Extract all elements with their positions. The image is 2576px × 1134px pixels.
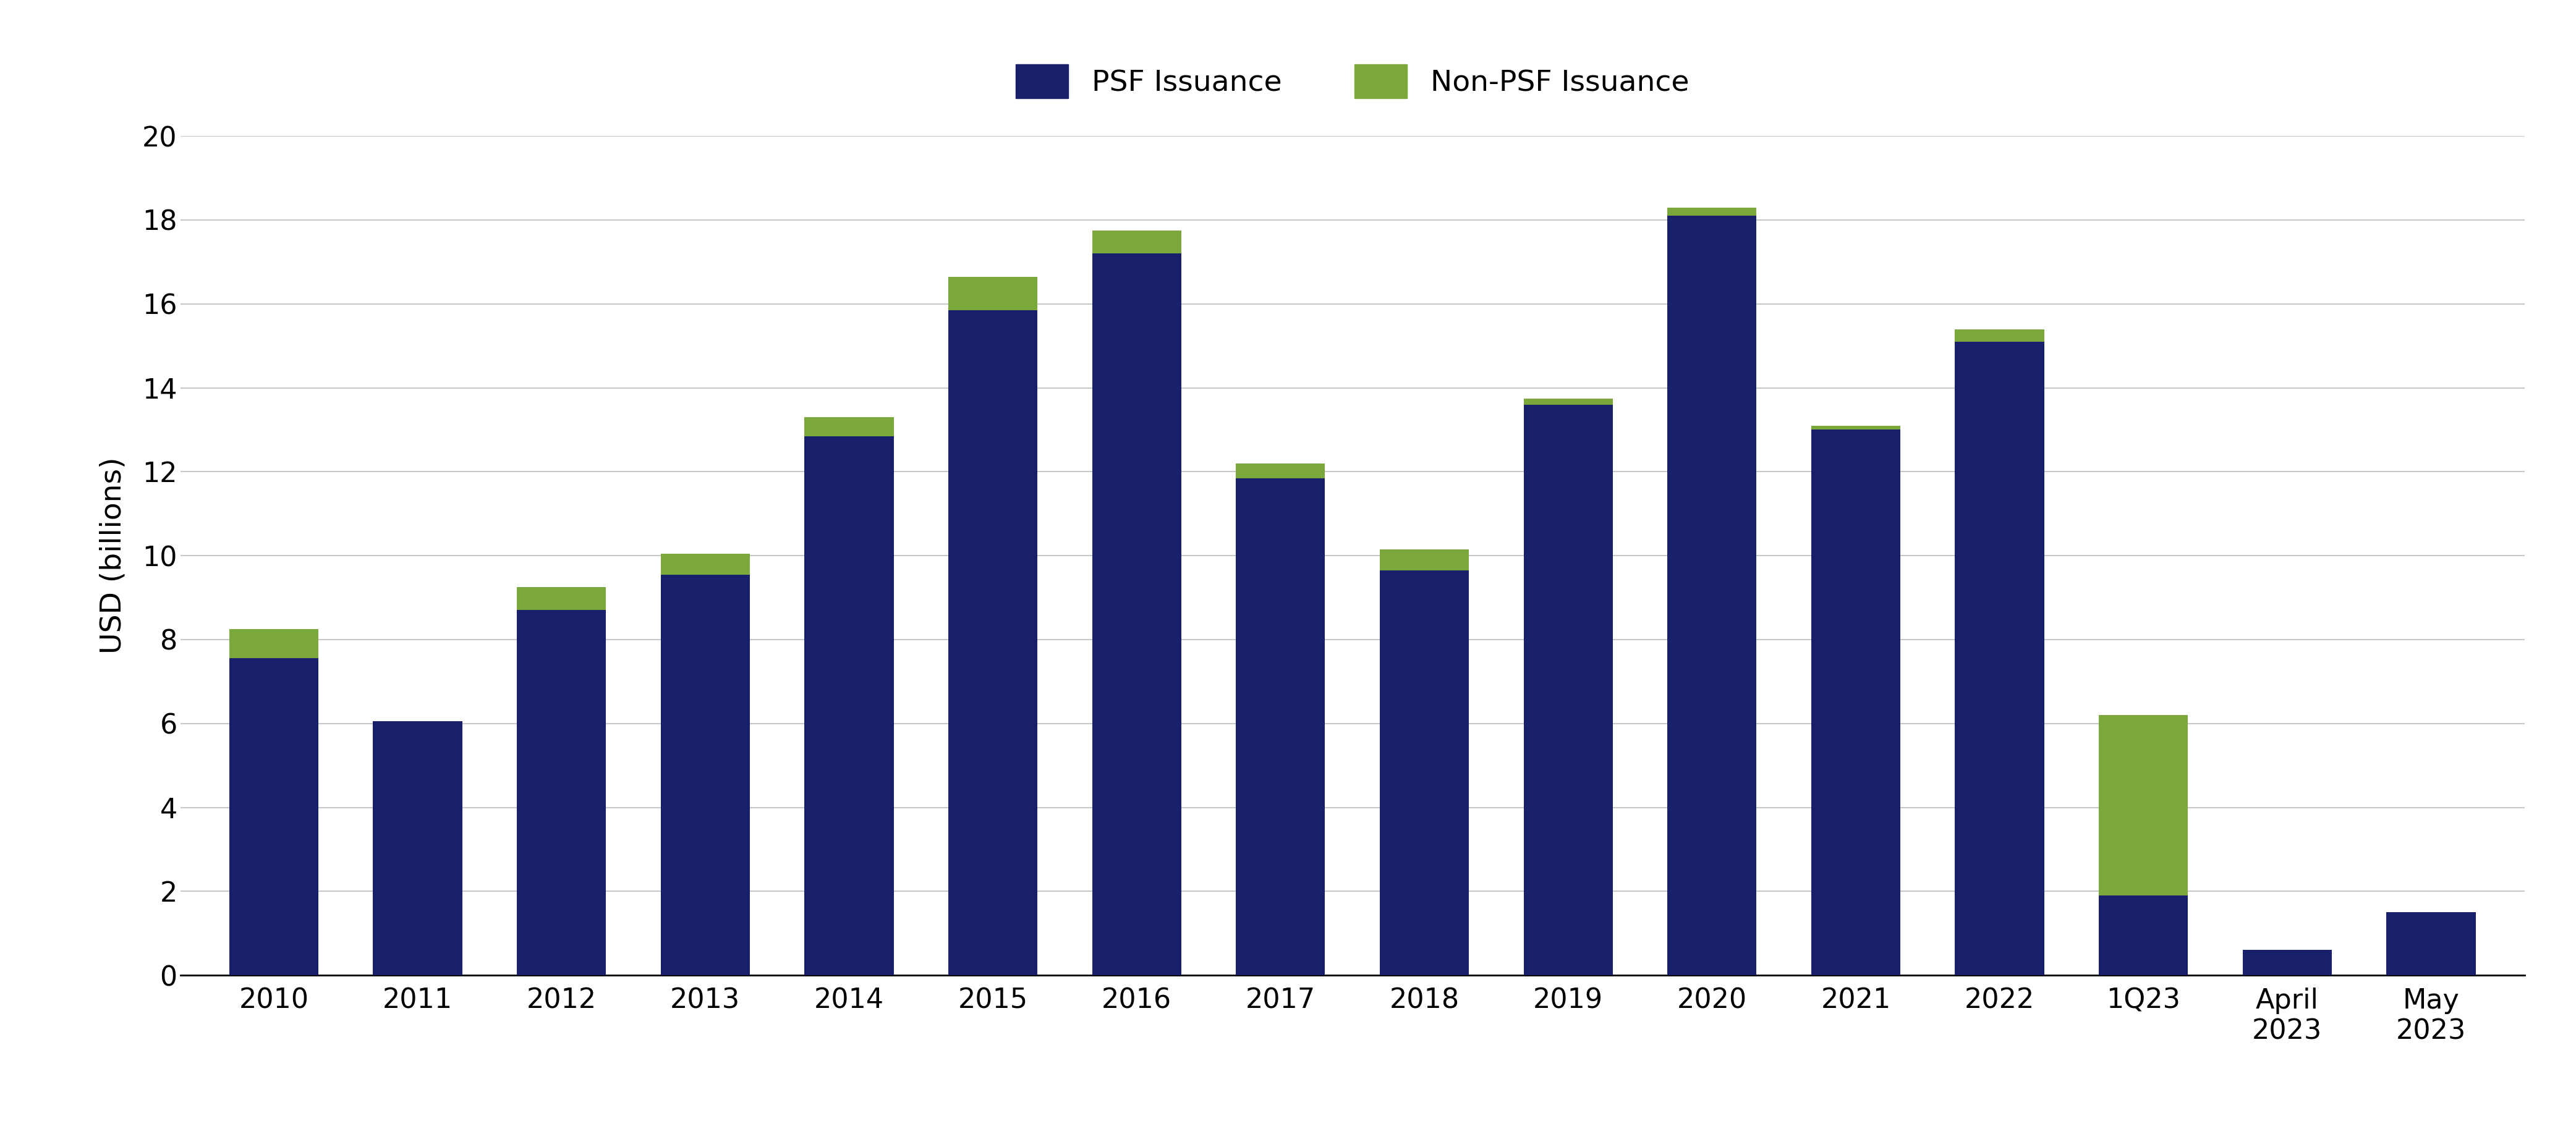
Legend: PSF Issuance, Non-PSF Issuance: PSF Issuance, Non-PSF Issuance [1002, 50, 1703, 113]
Bar [1381, 549, 1468, 570]
Bar [1092, 230, 1182, 254]
Bar [948, 311, 1038, 975]
Bar [804, 417, 894, 437]
Y-axis label: USD (billions): USD (billions) [98, 457, 126, 654]
Bar [229, 659, 319, 975]
Bar [518, 610, 605, 975]
Bar [1811, 430, 1901, 975]
Bar [1811, 425, 1901, 430]
Bar [1522, 405, 1613, 975]
Bar [374, 721, 461, 975]
Bar [229, 629, 319, 659]
Bar [1955, 341, 2045, 975]
Bar [1381, 570, 1468, 975]
Bar [1236, 464, 1324, 479]
Bar [2244, 950, 2331, 975]
Bar [1955, 329, 2045, 341]
Bar [2099, 716, 2187, 896]
Bar [2385, 912, 2476, 975]
Bar [518, 587, 605, 610]
Bar [1236, 479, 1324, 975]
Bar [1522, 398, 1613, 405]
Bar [659, 575, 750, 975]
Bar [659, 553, 750, 575]
Bar [1667, 215, 1757, 975]
Bar [1092, 254, 1182, 975]
Bar [804, 437, 894, 975]
Bar [948, 277, 1038, 311]
Bar [2099, 896, 2187, 975]
Bar [1667, 208, 1757, 215]
